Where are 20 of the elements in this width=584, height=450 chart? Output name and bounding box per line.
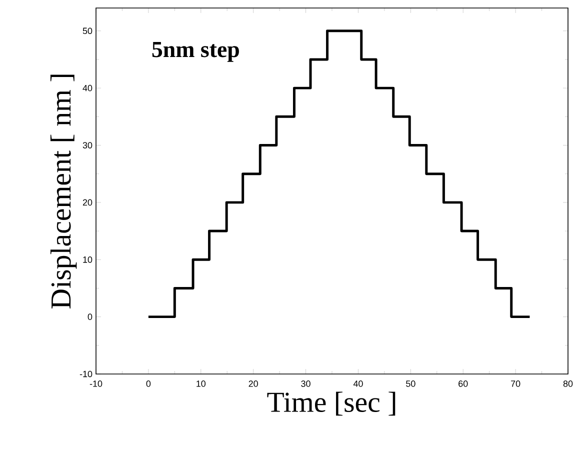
x-tick-label: 60 bbox=[458, 380, 468, 387]
y-axis-title: Displacement [ nm ] bbox=[50, 74, 77, 309]
y-tick-label: 50 bbox=[82, 28, 92, 34]
y-tick-label: 0 bbox=[88, 314, 92, 320]
x-tick-label: 30 bbox=[301, 380, 310, 387]
x-tick-label: 10 bbox=[196, 380, 206, 387]
annotation: 5nm step bbox=[152, 42, 239, 62]
x-tick-label: -10 bbox=[90, 380, 102, 387]
y-tick-label: 40 bbox=[82, 84, 92, 92]
x-tick-label: 50 bbox=[406, 380, 416, 387]
y-tick-label: -10 bbox=[80, 370, 92, 378]
x-tick-label: 0 bbox=[146, 380, 151, 387]
x-tick-label: 70 bbox=[511, 380, 520, 387]
y-tick-label: 10 bbox=[83, 256, 92, 263]
y-tick-label: 20 bbox=[82, 199, 92, 206]
x-tick-label: 20 bbox=[248, 380, 258, 387]
x-tick-label: 80 bbox=[563, 380, 573, 387]
y-tick-label: 30 bbox=[82, 142, 92, 148]
x-tick-label: 40 bbox=[353, 380, 363, 387]
x-axis-title: Time [sec ] bbox=[267, 392, 396, 416]
